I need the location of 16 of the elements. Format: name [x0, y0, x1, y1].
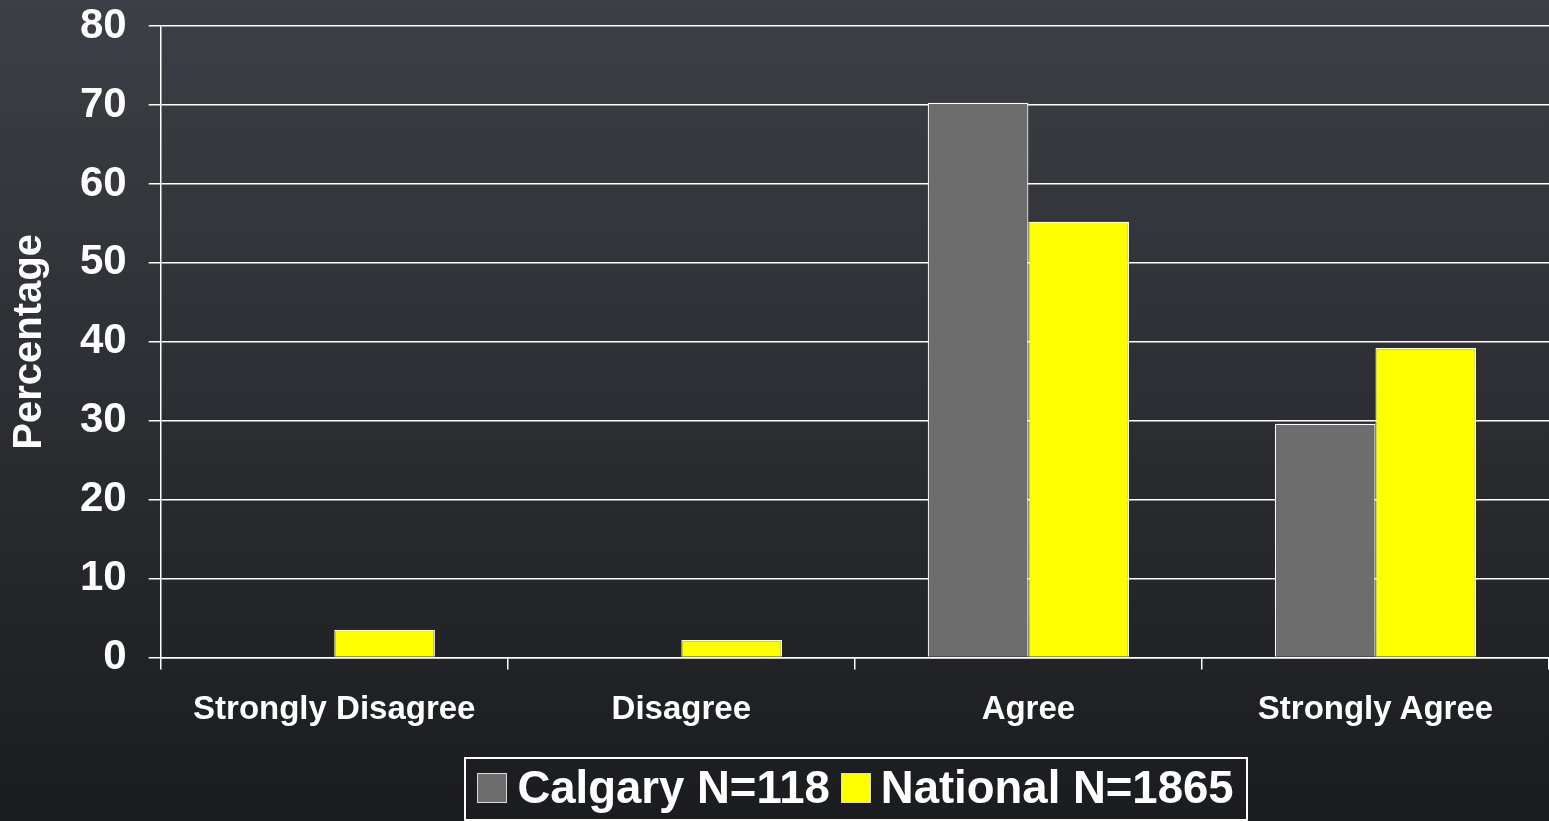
x-tick-label: Disagree [611, 689, 752, 727]
y-tick-label: 30 [80, 394, 127, 442]
y-axis-title: Percentage [5, 233, 50, 450]
y-tick-label: 60 [80, 157, 127, 205]
y-tick-label: 40 [80, 315, 127, 363]
y-tick-label: 10 [80, 552, 127, 600]
x-tick-label: Strongly Disagree [193, 689, 476, 727]
y-tick-label: 70 [80, 78, 127, 126]
y-tick-label: 50 [80, 236, 127, 284]
legend-label: National N=1865 [880, 762, 1234, 813]
y-tick-label: 80 [80, 0, 127, 47]
y-tick-label: 0 [103, 630, 127, 678]
y-tick-label: 20 [80, 473, 127, 521]
legend-label: Calgary N=118 [517, 762, 830, 813]
x-tick-label: Strongly Agree [1257, 689, 1494, 727]
x-tick-label: Agree [981, 689, 1076, 727]
